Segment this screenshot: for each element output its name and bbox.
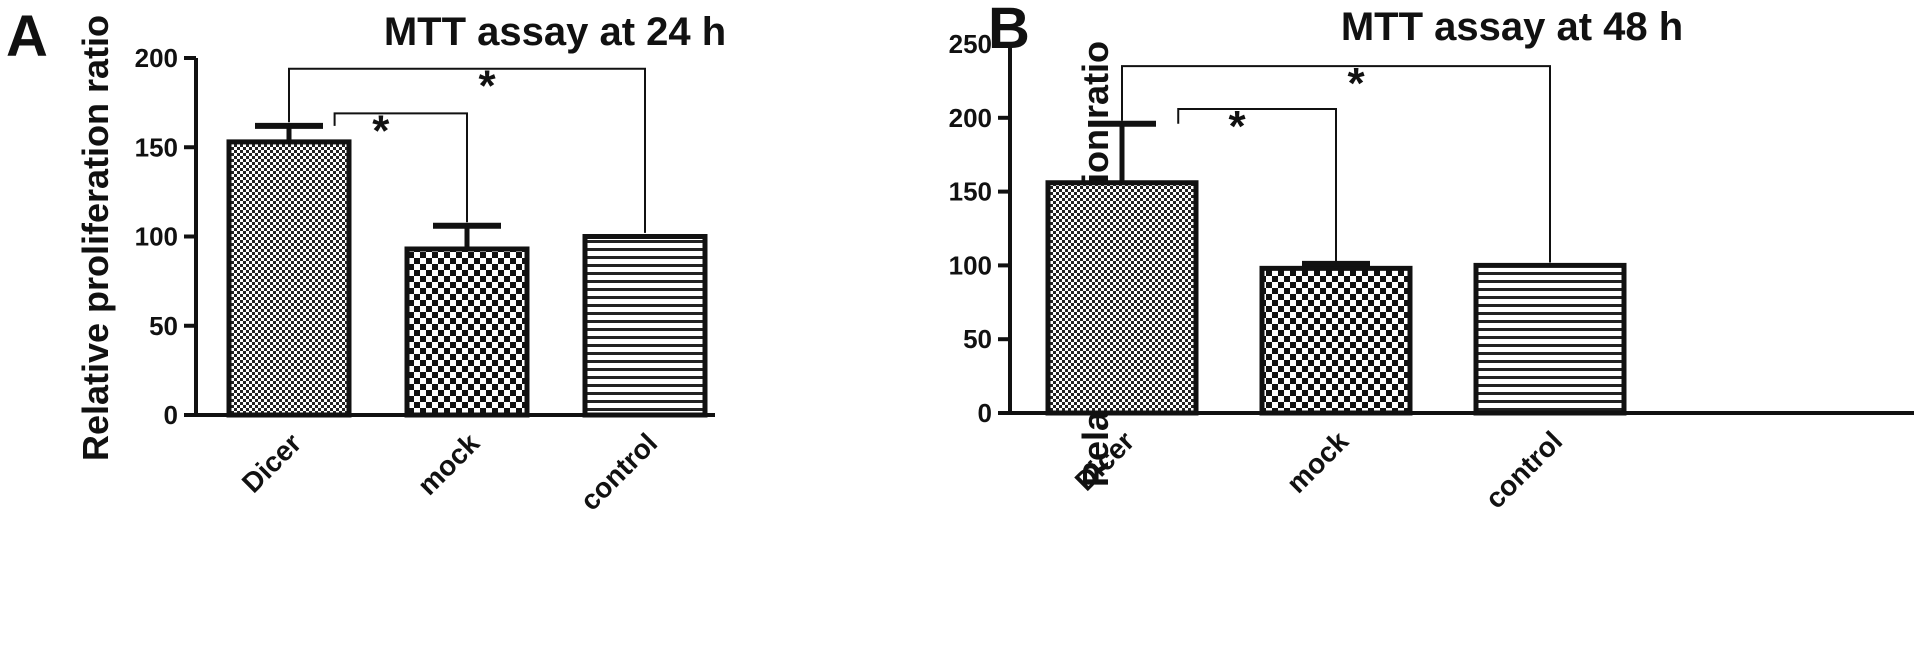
- y-tick-label: 200: [949, 103, 992, 133]
- panel-a: A MTT assay at 24 h Relative proliferati…: [6, 4, 726, 516]
- significance-bracket: [1121, 65, 1551, 263]
- chart-title-a: MTT assay at 24 h: [384, 10, 726, 54]
- bar-dicer: [1045, 180, 1199, 416]
- bar-dicer: [226, 139, 352, 418]
- category-label-dicer: Dicer: [236, 427, 308, 499]
- category-labels-b: Dicer mock control: [1069, 425, 1568, 514]
- panel-b: B MTT assay at 48 h Relative proliferati…: [949, 0, 1914, 514]
- significance-bracket: [333, 112, 468, 223]
- y-tick-label: 50: [963, 324, 992, 354]
- bar-mock: [1259, 265, 1413, 416]
- y-tick-label: 0: [978, 398, 992, 428]
- significance-label: *: [1347, 59, 1365, 108]
- category-labels-a: Dicer mock control: [236, 427, 663, 516]
- category-label-mock: mock: [412, 427, 486, 501]
- bars-b: [1045, 120, 1627, 416]
- significance-label: *: [372, 106, 390, 155]
- significance-bracket: [1177, 107, 1337, 261]
- panel-letter-a: A: [6, 4, 48, 69]
- y-tick-label: 200: [135, 43, 178, 73]
- significance-label: *: [478, 62, 496, 111]
- y-tick-label: 250: [949, 29, 992, 59]
- significance-a: **: [288, 62, 646, 233]
- category-label-control: control: [574, 427, 663, 516]
- y-tick-label: 100: [135, 222, 178, 252]
- y-tick-label: 150: [949, 177, 992, 207]
- significance-label: *: [1229, 102, 1247, 151]
- y-tick-label: 150: [135, 132, 178, 162]
- significance-b: **: [1121, 59, 1551, 263]
- bars-a: [226, 122, 708, 418]
- chart-title-b: MTT assay at 48 h: [1341, 5, 1683, 49]
- significance-bracket: [288, 67, 646, 233]
- bar-mock: [404, 246, 530, 418]
- y-tick-label: 0: [164, 400, 178, 430]
- y-tick-label: 50: [149, 311, 178, 341]
- y-axis-b: 0 50 100 150 200 250: [949, 29, 1914, 428]
- bar-control: [1473, 262, 1627, 416]
- y-tick-label: 100: [949, 250, 992, 280]
- bar-control: [582, 234, 708, 418]
- y-axis-label-a: Relative proliferation ratio: [75, 15, 116, 461]
- category-label-mock: mock: [1281, 425, 1355, 499]
- category-label-control: control: [1479, 425, 1568, 514]
